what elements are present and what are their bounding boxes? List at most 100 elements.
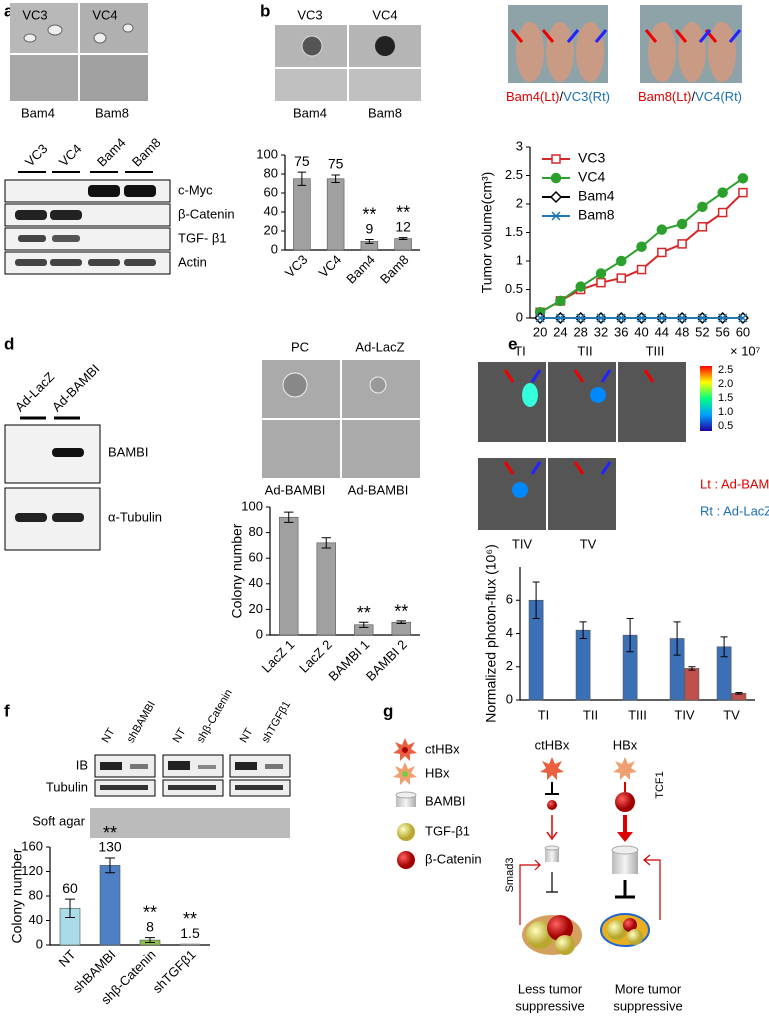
y-tick-label: 1 xyxy=(516,252,523,267)
diagram-caption: More tumor xyxy=(615,981,682,996)
image-label: PC xyxy=(291,339,309,354)
image-label: Bam8 xyxy=(368,105,402,120)
panel-label: b xyxy=(260,1,270,20)
marker xyxy=(677,239,687,249)
x-tick-label: 24 xyxy=(553,324,567,339)
error-bar xyxy=(673,621,681,656)
diagram xyxy=(393,738,661,955)
significance: ** xyxy=(362,204,376,224)
x-tick-label: shTGFβ1 xyxy=(149,947,198,996)
significance: ** xyxy=(143,902,157,922)
error-bar xyxy=(284,511,294,523)
legend-entry: HBx xyxy=(425,765,450,780)
error-bar xyxy=(321,537,331,549)
bar xyxy=(279,516,299,636)
lane-label: shTGFβ1 xyxy=(260,699,293,745)
lane-label: NT xyxy=(171,726,189,745)
y-axis-label: Tumor volume(cm³) xyxy=(479,172,495,294)
marker xyxy=(575,281,586,292)
y-tick-label: 20 xyxy=(249,601,263,616)
error-bar xyxy=(396,620,406,624)
y-tick-label: 0 xyxy=(516,309,523,324)
error-bar xyxy=(65,898,75,918)
image-label: Ad-BAMBI xyxy=(265,482,326,497)
caption-part: Bam8(Lt) xyxy=(638,89,691,104)
x-tick-label: TII xyxy=(583,707,598,722)
x-tick-label: TI xyxy=(538,707,550,722)
lane-labels: NT shBAMBI NT shβ-Catenin NT shTGFβ1 xyxy=(100,687,293,745)
blot-label: Tubulin xyxy=(46,779,88,794)
value-label: 130 xyxy=(98,839,122,855)
x-tick-label: 40 xyxy=(634,324,648,339)
lane-label: NT xyxy=(100,726,118,745)
x-tick-label: 36 xyxy=(614,324,628,339)
lane-label: NT xyxy=(238,726,256,745)
x-tick-label: TIII xyxy=(628,707,647,722)
legend-entry: β-Catenin xyxy=(425,851,482,866)
marker xyxy=(616,313,626,323)
blot-label: Actin xyxy=(178,254,207,269)
error-bar xyxy=(735,692,743,695)
marker xyxy=(676,218,688,230)
legend-entry: VC4 xyxy=(578,169,605,185)
western-blot xyxy=(4,179,171,275)
caption-part: / xyxy=(691,89,695,104)
error-bar xyxy=(398,237,408,241)
y-tick-label: 1.5 xyxy=(505,224,523,239)
photo-caption: Bam8(Lt)/VC4(Rt) xyxy=(638,89,742,104)
x-tick-label: VC4 xyxy=(316,252,344,280)
x-tick-label: 48 xyxy=(675,324,689,339)
marker xyxy=(657,313,667,323)
blot-label: β-Catenin xyxy=(178,206,235,221)
lane-label: shBAMBI xyxy=(125,699,158,745)
image-label: TV xyxy=(580,536,597,551)
bar xyxy=(326,178,345,251)
x-tick-label: 60 xyxy=(736,324,750,339)
caption-part: VC3(Rt) xyxy=(563,89,610,104)
marker xyxy=(657,247,667,258)
y-tick-label: 0 xyxy=(36,936,43,951)
y-tick-label: 2 xyxy=(506,658,513,673)
error-bar xyxy=(105,857,115,874)
legend-entry: TGF-β1 xyxy=(425,823,470,838)
y-tick-label: 160 xyxy=(21,838,43,853)
marker xyxy=(616,273,627,283)
error-bar xyxy=(297,171,307,186)
y-tick-label: 80 xyxy=(264,165,278,180)
legend-entry: Bam8 xyxy=(578,207,615,223)
value-label: 75 xyxy=(294,153,310,169)
lane-label: Bam8 xyxy=(129,135,164,170)
diagram-caption: suppressive xyxy=(515,998,584,1013)
blot-label: α-Tubulin xyxy=(108,509,162,524)
x-tick-label: 28 xyxy=(573,324,587,339)
legend-entry: BAMBI xyxy=(425,793,465,808)
marker xyxy=(636,241,647,252)
x-tick-label: Bam4 xyxy=(343,252,378,287)
image-label: TI xyxy=(514,343,526,358)
panel-label: d xyxy=(4,334,14,353)
bar xyxy=(179,943,201,946)
marker xyxy=(717,187,728,198)
marker xyxy=(738,313,748,323)
diagram-label: HBx xyxy=(613,737,638,752)
y-tick-label: 6 xyxy=(506,592,513,607)
significance: ** xyxy=(183,909,197,929)
micrographs xyxy=(10,3,148,101)
caption-part: / xyxy=(559,89,563,104)
imaging-photos xyxy=(478,362,712,530)
value-label: 1.5 xyxy=(180,925,200,941)
marker xyxy=(718,313,728,323)
colorbar-tick: 1.0 xyxy=(718,406,733,418)
x-tick-label: NT xyxy=(56,947,79,970)
panel-label: a xyxy=(4,1,14,20)
bar xyxy=(575,629,591,701)
diagram-label: ctHBx xyxy=(535,737,570,752)
image-label: Soft agar xyxy=(32,813,85,828)
y-tick-label: 3 xyxy=(516,138,523,153)
lane-label: shβ-Catenin xyxy=(195,687,235,745)
caption-part: Bam4(Lt) xyxy=(506,89,559,104)
y-tick-label: 80 xyxy=(29,887,43,902)
marker xyxy=(738,187,748,198)
x-tick-label: LacZ 1 xyxy=(259,637,298,676)
marker xyxy=(595,268,607,279)
